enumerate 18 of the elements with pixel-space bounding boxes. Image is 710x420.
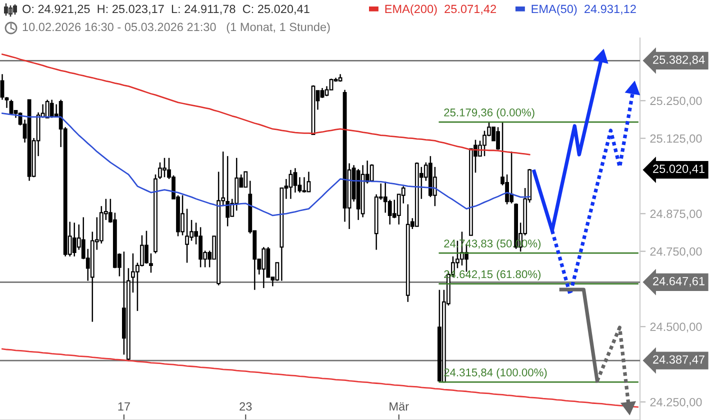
x-tick-label: 17 <box>118 402 130 410</box>
annotation: 25.179,36 (0.00%) <box>444 108 534 119</box>
y-tick-label: 24.750,00 <box>650 247 702 258</box>
ref-line-label: 25.382,84 <box>653 55 705 66</box>
y-tick-label: 25.125,00 <box>650 134 702 144</box>
y-tick-label: 24.250,00 <box>650 398 702 408</box>
chart-subtitle: 10.02.2026 16:30 - 05.03.2026 21:30 (1 Monat, 1 Stunde) <box>22 22 330 34</box>
y-tick-label: 24.875,00 <box>650 210 702 220</box>
ref-line-label: 24.647,61 <box>653 276 704 287</box>
text: 25.020,41 <box>653 164 704 174</box>
legend-label: EMA(50) 24.931,12 <box>532 4 636 16</box>
x-tick-label: 23 <box>240 402 252 411</box>
x-tick-label: Mär <box>390 402 409 411</box>
y-tick-label: 24.500,00 <box>650 322 702 332</box>
legend-label: EMA(200) 25.071,42 <box>385 4 496 16</box>
chart-title: O: 24.921,25 H: 25.023,17 L: 24.911,78 C: 25.020,41 <box>22 4 310 15</box>
y-tick-label: 25.250,00 <box>650 96 702 106</box>
ref-line-label: 24.387,47 <box>653 355 704 366</box>
